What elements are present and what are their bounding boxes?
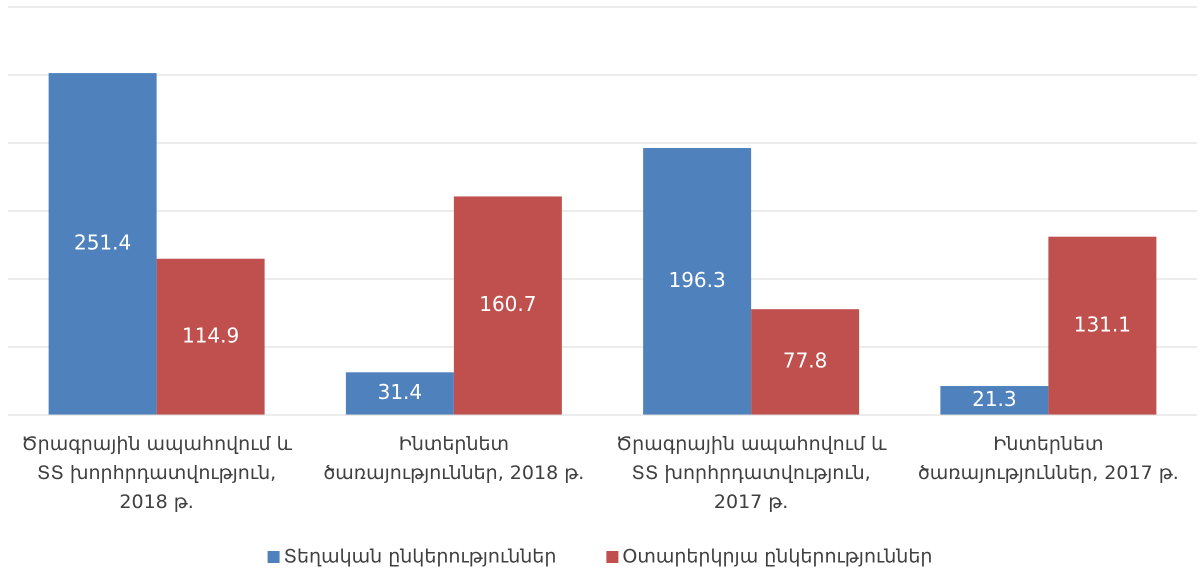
legend-swatch	[606, 551, 619, 563]
legend-label: Օտարերկրյա ընկերություններ	[622, 546, 932, 568]
legend-swatch	[267, 551, 280, 563]
bar	[643, 148, 752, 416]
bar	[1048, 236, 1157, 415]
data-label: 77.8	[783, 349, 828, 373]
data-label: 160.7	[479, 292, 536, 316]
data-label: 131.1	[1074, 312, 1131, 336]
x-tick-label: Ծրագրային ապահովում և ՏՏ խորհրդատվությու…	[615, 433, 887, 513]
bar	[345, 372, 454, 415]
bar	[48, 73, 157, 415]
bar	[751, 309, 860, 415]
data-label: 114.9	[182, 323, 239, 347]
data-label: 21.3	[972, 387, 1017, 411]
legend-label: Տեղական ընկերություններ	[284, 546, 557, 568]
data-label: 31.4	[378, 380, 423, 404]
data-label: 251.4	[74, 231, 131, 255]
x-tick-label: Ծրագրային ապահովում և ՏՏ խորհրդատվությու…	[21, 433, 292, 513]
data-label: 196.3	[668, 268, 725, 292]
x-tick-label: Ինտերնետ ծառայություններ, 2018 թ.	[323, 433, 585, 484]
bar	[940, 386, 1049, 415]
bar	[156, 258, 265, 415]
bar	[453, 196, 562, 415]
x-tick-label: Ինտերնետ ծառայություններ, 2017 թ.	[917, 433, 1179, 484]
